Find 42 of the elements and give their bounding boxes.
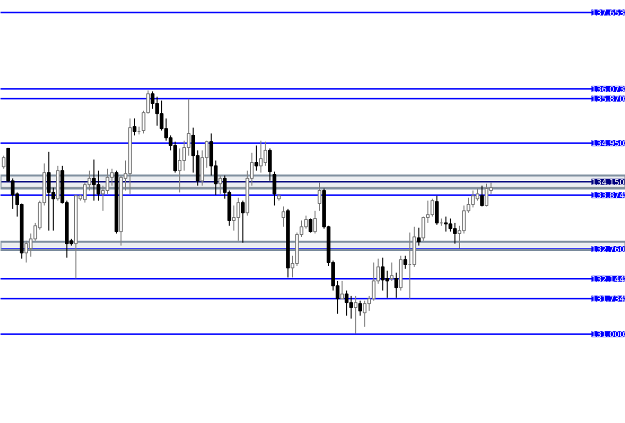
candlestick [358,300,362,316]
candlestick [308,218,312,234]
candlestick [272,171,276,206]
candlestick [435,195,439,226]
ref-line-label: 133.874 [591,191,625,200]
ref-line-label: 134.950 [591,139,625,148]
candlestick [240,200,245,244]
candlestick [254,145,258,172]
candlestick [390,262,394,282]
candlestick [2,155,6,170]
ref-line-label: 131.000 [591,330,625,340]
candlestick [24,240,28,264]
candlestick [236,197,240,242]
candlestick [349,295,353,320]
candlestick [132,118,136,136]
candlestick [340,280,344,300]
candlestick [362,300,367,328]
ref-line-label: 131.734 [591,294,625,304]
ref-line-label: 132.760 [591,244,625,254]
candlestick [385,270,390,298]
candlestick [403,255,408,270]
candlestick [421,216,426,242]
candlestick [354,295,358,334]
candlestick [394,272,398,298]
ref-line-label: 136.073 [591,84,625,94]
candlestick [178,148,182,193]
candlestick [46,151,51,232]
candlestick [380,257,385,292]
candlestick [268,148,272,182]
candlestick [313,210,317,234]
ref-line-label: 135.870 [591,94,625,104]
candlestick [480,185,484,207]
ref-line-label: 134.150 [591,178,625,187]
candlestick [282,206,286,228]
ref-line-label: 137.653 [591,8,625,18]
ref-line-label: 132.144 [591,274,625,284]
candlestick [318,182,322,212]
candlestick [259,140,263,174]
candlestick [218,175,222,194]
candlestick [372,262,376,302]
candlestick [416,227,421,246]
candlestick [232,204,236,232]
